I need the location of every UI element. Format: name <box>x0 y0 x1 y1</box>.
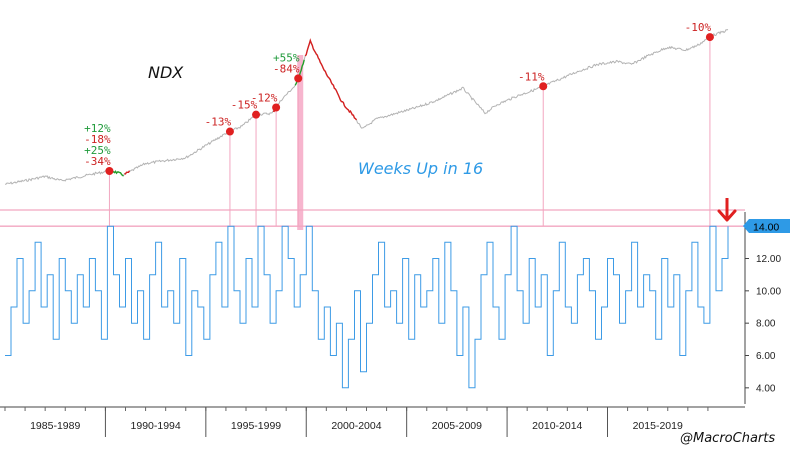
weeks-up-label: Weeks Up in 16 <box>358 159 483 178</box>
ndx-segment-1 <box>124 170 131 175</box>
weeks-panel <box>5 225 729 389</box>
annotation-marker-0 <box>105 167 114 176</box>
value-tag-shape <box>743 219 790 233</box>
annotation-marker-1 <box>225 127 234 136</box>
x-tick-label-5: 2010-2014 <box>532 420 582 432</box>
annotation-label-0-1: -18% <box>84 133 111 146</box>
annotation-label-2-0: -15% <box>231 99 258 112</box>
annotation-label-0-0: +12% <box>84 122 111 135</box>
annotation-label-3-0: -12% <box>251 92 278 105</box>
annotation-marker-5 <box>539 82 548 91</box>
annotation-label-0-3: -34% <box>84 155 111 168</box>
current-value-text: 14.00 <box>753 222 779 234</box>
x-tick-label-4: 2005-2009 <box>432 420 482 432</box>
x-tick-label-3: 2000-2004 <box>331 420 381 432</box>
ndx-label: NDX <box>148 63 184 82</box>
down-arrow-icon <box>717 198 737 222</box>
y-tick-label-3: 8.00 <box>756 319 776 330</box>
annotation-marker-6 <box>705 33 714 42</box>
background-layer <box>0 37 745 230</box>
credit-text: @MacroCharts <box>680 431 775 446</box>
weeks-up-line <box>5 225 729 389</box>
annotation-label-1-0: -13% <box>205 116 232 129</box>
annotation-marker-4 <box>294 74 303 83</box>
x-tick-label-2: 1995-1999 <box>231 420 281 432</box>
annotation-label-5-0: -11% <box>518 70 545 83</box>
y-tick-label-2: 10.00 <box>756 286 781 297</box>
annotation-label-6-0: -10% <box>685 21 712 34</box>
annotation-label-4-0: +55% <box>273 51 300 64</box>
annotation-label-4-1: -84% <box>273 62 300 75</box>
annotation-marker-2 <box>252 110 261 119</box>
annotation-marker-3 <box>272 103 281 112</box>
ndx-panel: +12%-18%+25%-34% -13% -15%-12% +55%-84% -11%… <box>4 21 729 185</box>
y-tick-label-4: 6.00 <box>756 351 776 362</box>
axes-layer: 12.00 10.00 8.00 6.00 4.00 1985-1989 1990-1994… <box>0 212 781 437</box>
y-tick-label-5: 4.00 <box>756 383 776 394</box>
x-tick-label-6: 2015-2019 <box>633 420 683 432</box>
highlight-band <box>297 55 304 230</box>
current-value-tag: 14.00 <box>743 219 790 234</box>
ndx-segment-6 <box>304 38 358 121</box>
annotation-label-0-2: +25% <box>84 144 111 157</box>
x-tick-label-1: 1990-1994 <box>131 420 181 432</box>
x-tick-label-0: 1985-1989 <box>30 420 80 432</box>
y-tick-label-1: 12.00 <box>756 254 781 265</box>
